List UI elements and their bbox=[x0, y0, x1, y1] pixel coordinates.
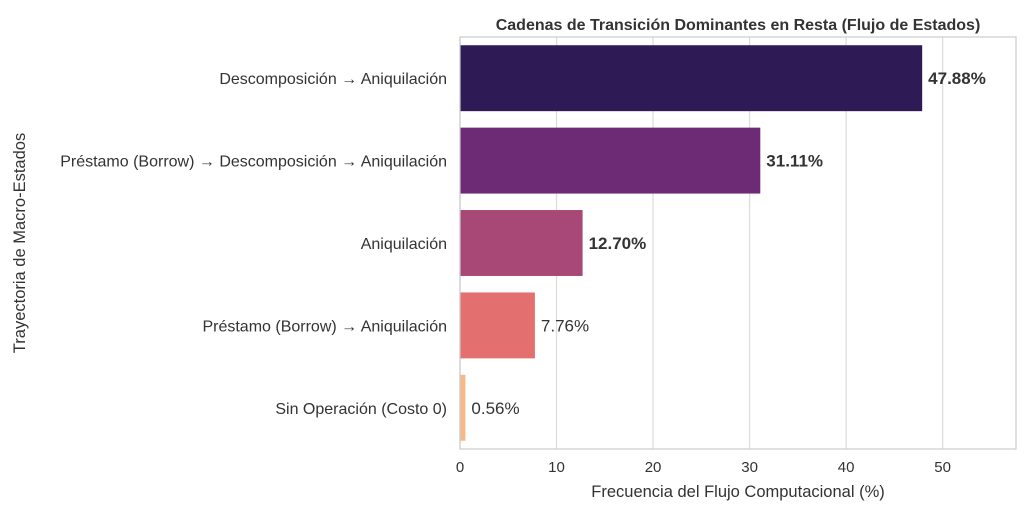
category-label: Aniquilación bbox=[361, 236, 447, 253]
bar bbox=[460, 127, 761, 194]
y-axis-label: Trayectoria de Macro-Estados bbox=[11, 133, 29, 353]
x-tick-label: 50 bbox=[934, 459, 951, 476]
x-tick-label: 20 bbox=[645, 459, 662, 476]
bar bbox=[460, 210, 583, 276]
category-label: Descomposición → Aniquilación bbox=[219, 71, 447, 88]
x-tick-label: 10 bbox=[548, 459, 565, 476]
data-label: 12.70% bbox=[589, 234, 647, 253]
data-label: 7.76% bbox=[541, 316, 589, 335]
data-label: 31.11% bbox=[766, 152, 823, 171]
category-labels: Descomposición → Aniquilación Préstamo (B… bbox=[60, 71, 447, 418]
x-axis-label: Frecuencia del Flujo Computacional (%) bbox=[591, 483, 884, 501]
x-tick-label: 0 bbox=[456, 459, 464, 476]
x-tick-labels: 0 10 20 30 40 50 bbox=[456, 459, 951, 476]
data-labels: 47.88% 31.11% 12.70% 7.76% 0.56% bbox=[471, 69, 985, 418]
category-label: Sin Operación (Costo 0) bbox=[275, 401, 447, 418]
bar bbox=[460, 374, 466, 441]
data-label: 0.56% bbox=[471, 399, 519, 418]
x-tick-label: 30 bbox=[741, 459, 758, 476]
bars bbox=[460, 45, 923, 441]
x-tick-label: 40 bbox=[838, 459, 855, 476]
plot-frame bbox=[459, 36, 1017, 450]
bar bbox=[460, 292, 535, 359]
category-label: Préstamo (Borrow) → Descomposición → Ani… bbox=[60, 154, 447, 171]
category-label: Préstamo (Borrow) → Aniquilación bbox=[202, 318, 447, 335]
data-label: 47.88% bbox=[928, 69, 986, 88]
bar bbox=[460, 45, 923, 112]
chart-title: Cadenas de Transición Dominantes en Rest… bbox=[496, 17, 981, 34]
